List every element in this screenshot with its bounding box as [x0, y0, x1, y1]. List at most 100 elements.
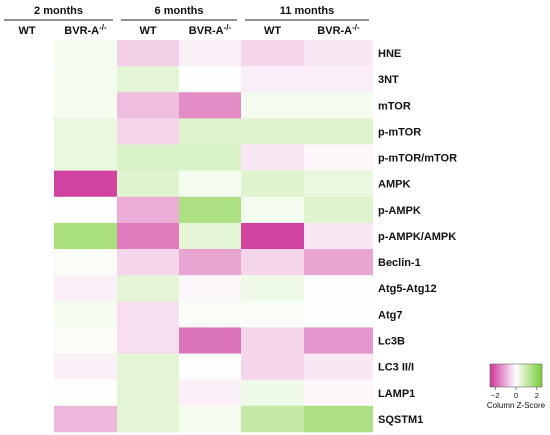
column-label-0: WT — [18, 25, 35, 37]
cell-lc3-ii-i-col0 — [0, 353, 54, 380]
cell-lc3-ii-i-col2 — [117, 353, 179, 380]
cell-3nt-col5 — [304, 66, 373, 93]
cell-lamp1-col4 — [241, 379, 304, 407]
cell-ampk-col2 — [117, 170, 179, 198]
cell-3nt-col4 — [241, 66, 304, 93]
row-label-p-mtor-mtor: p-mTOR/mTOR — [378, 153, 457, 165]
cell-lc3-ii-i-col4 — [241, 353, 304, 380]
cell-lamp1-col1 — [54, 379, 117, 407]
row-label-3nt: 3NT — [378, 74, 399, 86]
cell-ampk-col3 — [179, 170, 241, 198]
group-label-6-months: 6 months — [155, 5, 204, 17]
row-label-atg5-atg12: Atg5-Atg12 — [378, 283, 437, 295]
cell-atg5-atg12-col5 — [304, 275, 373, 302]
cell-p-mtor-col3 — [179, 118, 241, 145]
cell-p-mtor-col2 — [117, 118, 179, 145]
group-label-2-months: 2 months — [34, 5, 83, 17]
row-label-p-ampk: p-AMPK — [378, 205, 421, 217]
cell-lc3b-col3 — [179, 327, 241, 354]
cell-mtor-col3 — [179, 92, 241, 119]
row-label-lc3b: Lc3B — [378, 335, 405, 347]
cell-p-ampk-ampk-col3 — [179, 222, 241, 250]
cell-beclin-1-col4 — [241, 249, 304, 276]
cell-3nt-col0 — [0, 66, 54, 93]
cell-p-ampk-col5 — [304, 196, 373, 224]
cell-lc3b-col4 — [241, 327, 304, 354]
cell-atg7-col5 — [304, 301, 373, 328]
cell-mtor-col2 — [117, 92, 179, 119]
cell-lamp1-col2 — [117, 379, 179, 407]
cell-hne-col3 — [179, 40, 241, 67]
cell-ampk-col5 — [304, 170, 373, 198]
cell-lamp1-col0 — [0, 379, 54, 407]
cell-ampk-col0 — [0, 170, 54, 198]
color-key-label: Column Z-Score — [487, 401, 546, 410]
row-label-beclin-1: Beclin-1 — [378, 257, 421, 269]
cell-atg7-col1 — [54, 301, 117, 328]
color-key-tick-label: −2 — [491, 391, 500, 400]
cell-lamp1-col5 — [304, 379, 373, 407]
cell-p-ampk-col1 — [54, 196, 117, 224]
cell-p-mtor-col0 — [0, 118, 54, 145]
cell-atg7-col0 — [0, 301, 54, 328]
cell-atg5-atg12-col3 — [179, 275, 241, 302]
row-label-p-ampk-ampk: p-AMPK/AMPK — [378, 231, 456, 243]
cell-p-mtor-col1 — [54, 118, 117, 145]
cell-beclin-1-col0 — [0, 249, 54, 276]
cell-p-mtor-col5 — [304, 118, 373, 145]
cell-p-mtor-mtor-col2 — [117, 144, 179, 171]
cell-hne-col2 — [117, 40, 179, 67]
cell-lc3-ii-i-col5 — [304, 353, 373, 380]
row-label-lc3-ii-i: LC3 II/I — [378, 362, 414, 374]
row-label-mtor: mTOR — [378, 100, 411, 112]
heatmap-cells — [0, 40, 373, 433]
cell-mtor-col4 — [241, 92, 304, 119]
cell-beclin-1-col1 — [54, 249, 117, 276]
cell-p-ampk-col0 — [0, 196, 54, 224]
cell-lc3b-col1 — [54, 327, 117, 354]
cell-p-ampk-col3 — [179, 196, 241, 224]
cell-ampk-col1 — [54, 170, 117, 198]
cell-sqstm1-col4 — [241, 405, 304, 433]
cell-atg7-col2 — [117, 301, 179, 328]
cell-sqstm1-col3 — [179, 405, 241, 433]
row-label-ampk: AMPK — [378, 179, 410, 191]
cell-ampk-col4 — [241, 170, 304, 198]
cell-p-ampk-ampk-col4 — [241, 222, 304, 250]
column-label-1: BVR-A-/- — [64, 23, 107, 37]
cell-hne-col0 — [0, 40, 54, 67]
column-label-4: WT — [264, 25, 281, 37]
row-label-p-mtor: p-mTOR — [378, 126, 421, 138]
row-label-atg7: Atg7 — [378, 309, 402, 321]
cell-beclin-1-col5 — [304, 249, 373, 276]
row-labels: HNE 3NT mTOR p-mTOR p-mTOR/mTOR AMPK p-AMPK p-A… — [378, 48, 457, 426]
cell-beclin-1-col3 — [179, 249, 241, 276]
cell-3nt-col3 — [179, 66, 241, 93]
row-label-lamp1: LAMP1 — [378, 388, 415, 400]
cell-p-mtor-mtor-col4 — [241, 144, 304, 171]
cell-atg5-atg12-col1 — [54, 275, 117, 302]
column-label-2: WT — [139, 25, 156, 37]
color-key-tick-label: 2 — [535, 391, 539, 400]
row-label-sqstm1: SQSTM1 — [378, 414, 423, 426]
cell-lc3b-col0 — [0, 327, 54, 354]
cell-mtor-col0 — [0, 92, 54, 119]
cell-mtor-col1 — [54, 92, 117, 119]
cell-p-mtor-col4 — [241, 118, 304, 145]
cell-lc3-ii-i-col3 — [179, 353, 241, 380]
cell-sqstm1-col5 — [304, 405, 373, 433]
cell-p-ampk-ampk-col2 — [117, 222, 179, 250]
cell-p-mtor-mtor-col5 — [304, 144, 373, 171]
cell-p-ampk-ampk-col5 — [304, 222, 373, 250]
color-key-tick-label: 0 — [514, 391, 518, 400]
cell-lc3-ii-i-col1 — [54, 353, 117, 380]
cell-lamp1-col3 — [179, 379, 241, 407]
cell-p-ampk-col2 — [117, 196, 179, 224]
cell-mtor-col5 — [304, 92, 373, 119]
cell-p-ampk-ampk-col0 — [0, 222, 54, 250]
cell-hne-col5 — [304, 40, 373, 67]
cell-atg5-atg12-col2 — [117, 275, 179, 302]
group-label-11-months: 11 months — [280, 5, 334, 17]
